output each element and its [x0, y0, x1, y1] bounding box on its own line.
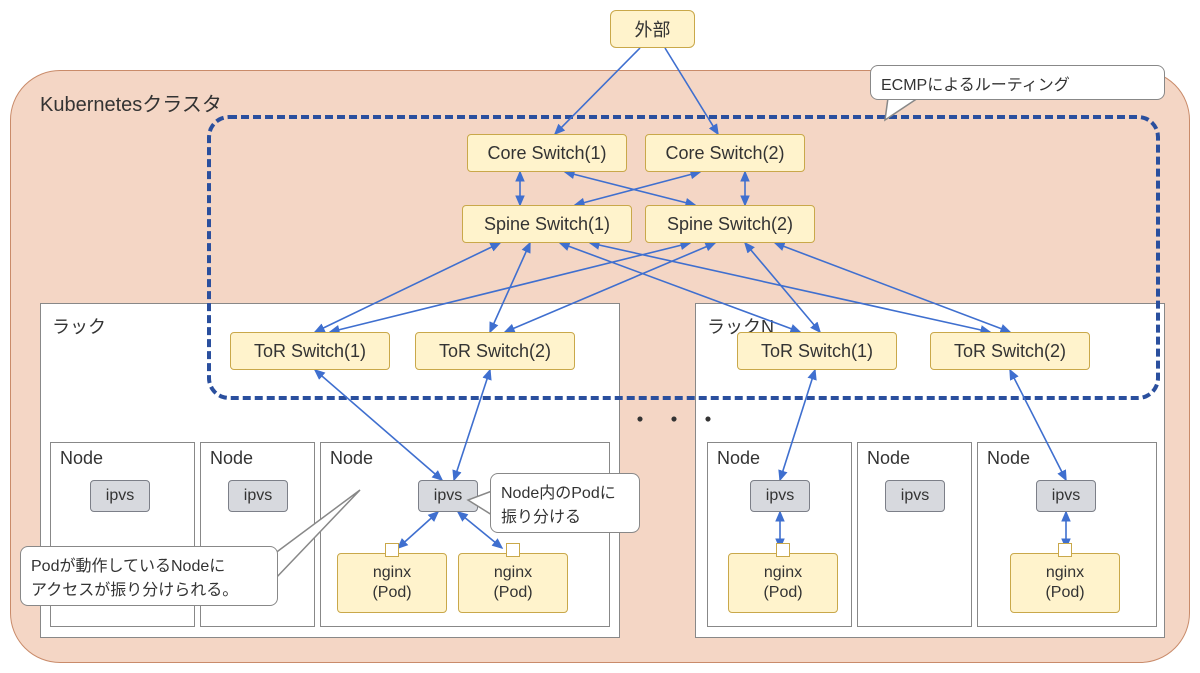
callout-ipvs-route: Node内のPodに振り分ける [490, 473, 640, 533]
callout-ipvs-route-line: 振り分ける [501, 503, 581, 527]
ipvs-A3: ipvs [418, 480, 478, 512]
node-B2 [857, 442, 972, 627]
pod-handle-B3 [1058, 543, 1072, 557]
pod-B1: nginx (Pod) [728, 553, 838, 613]
node-label-A2: Node [210, 448, 253, 469]
switch-spine1: Spine Switch(1) [462, 205, 632, 243]
pod-handle-A3b [506, 543, 520, 557]
ipvs-A1: ipvs [90, 480, 150, 512]
switch-spine2: Spine Switch(2) [645, 205, 815, 243]
pod-handle-B1 [776, 543, 790, 557]
external-box: 外部 [610, 10, 695, 48]
rack-label-A: ラック [52, 313, 106, 339]
node-label-B3: Node [987, 448, 1030, 469]
pod-A3b: nginx (Pod) [458, 553, 568, 613]
ipvs-B1: ipvs [750, 480, 810, 512]
diagram-stage: KubernetesクラスタラックラックNNodeNodeNodeNodeNod… [0, 0, 1200, 673]
callout-ecmp: ECMPによるルーティング [870, 65, 1165, 100]
pod-A3a: nginx (Pod) [337, 553, 447, 613]
ellipsis: ・・・ [628, 400, 730, 435]
switch-core1: Core Switch(1) [467, 134, 627, 172]
node-label-B2: Node [867, 448, 910, 469]
cluster-label: Kubernetesクラスタ [40, 88, 222, 117]
node-label-B1: Node [717, 448, 760, 469]
ipvs-B3: ipvs [1036, 480, 1096, 512]
pod-B3: nginx (Pod) [1010, 553, 1120, 613]
node-label-A3: Node [330, 448, 373, 469]
switch-torB1: ToR Switch(1) [737, 332, 897, 370]
ipvs-B2: ipvs [885, 480, 945, 512]
callout-pod-route: Podが動作しているNodeにアクセスが振り分けられる。 [20, 546, 278, 606]
switch-torB2: ToR Switch(2) [930, 332, 1090, 370]
callout-ecmp-line: ECMPによるルーティング [881, 71, 1070, 95]
pod-handle-A3a [385, 543, 399, 557]
switch-torA1: ToR Switch(1) [230, 332, 390, 370]
node-label-A1: Node [60, 448, 103, 469]
callout-pod-route-line: アクセスが振り分けられる。 [31, 576, 238, 600]
switch-torA2: ToR Switch(2) [415, 332, 575, 370]
callout-ipvs-route-line: Node内のPodに [501, 479, 616, 503]
callout-pod-route-line: Podが動作しているNodeに [31, 552, 225, 576]
switch-core2: Core Switch(2) [645, 134, 805, 172]
ipvs-A2: ipvs [228, 480, 288, 512]
